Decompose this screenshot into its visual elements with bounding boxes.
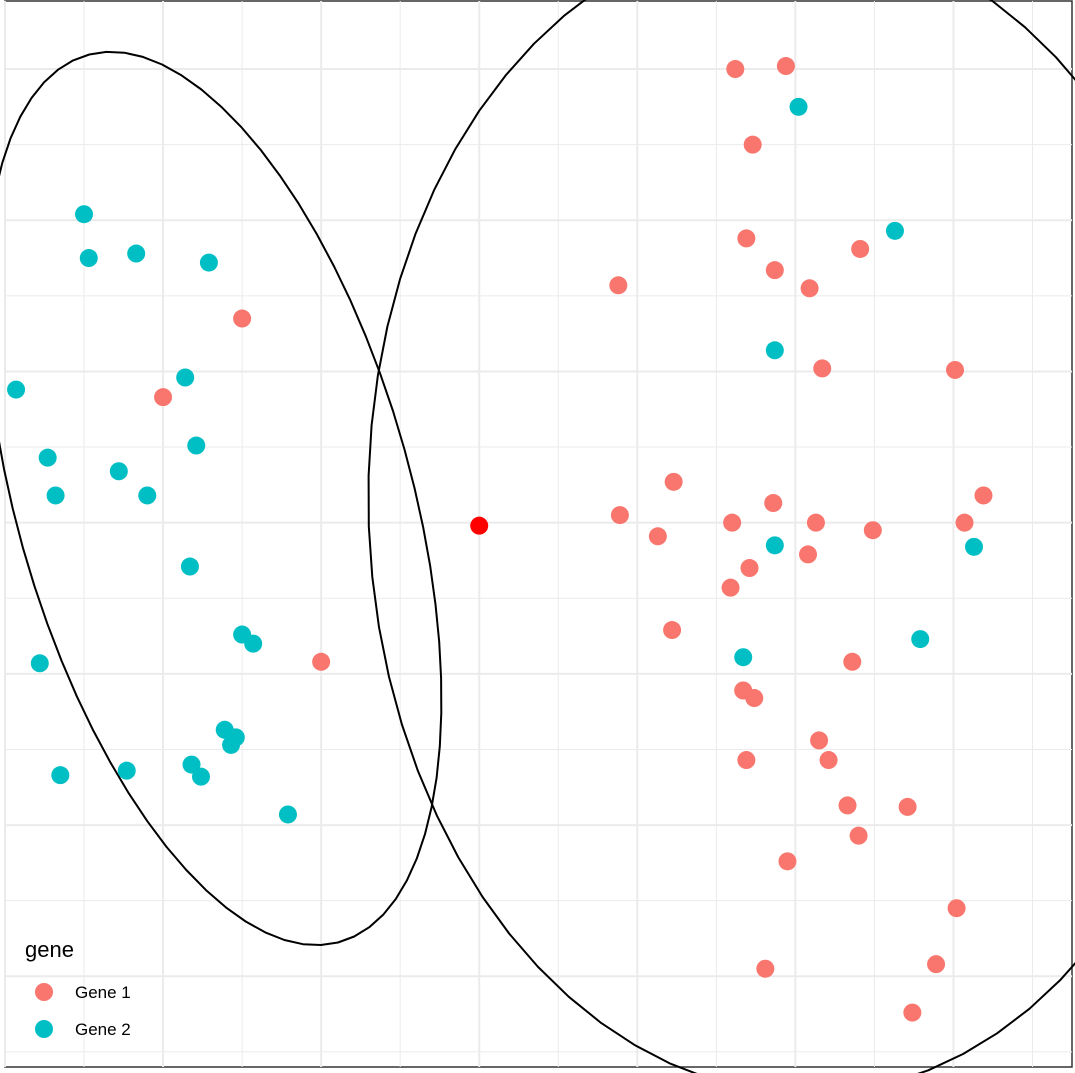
point-gene-2 — [75, 205, 94, 224]
point-gene-1 — [737, 229, 756, 248]
point-gene-1 — [776, 57, 795, 76]
point-gene-1 — [610, 506, 629, 525]
point-gene-2 — [734, 648, 753, 667]
center-point — [470, 516, 489, 535]
point-gene-2 — [7, 380, 26, 399]
point-gene-2 — [765, 341, 784, 360]
plot-panel — [4, 0, 1073, 1068]
point-gene-1 — [743, 135, 762, 154]
point-gene-1 — [764, 494, 783, 513]
point-gene-1 — [726, 60, 745, 79]
point-gene-1 — [740, 559, 759, 578]
point-gene-2 — [182, 755, 201, 774]
point-gene-2 — [51, 766, 70, 785]
data-points — [7, 57, 993, 1022]
point-gene-1 — [927, 955, 946, 974]
point-gene-2 — [964, 537, 983, 556]
point-gene-2 — [244, 634, 263, 653]
point-gene-1 — [946, 360, 965, 379]
point-gene-2 — [885, 221, 904, 240]
ellipse-1 — [0, 50, 443, 946]
point-gene-1 — [838, 796, 857, 815]
point-gene-1 — [843, 652, 862, 671]
point-gene-1 — [799, 545, 818, 564]
point-gene-1 — [723, 513, 742, 532]
legend-title: gene — [25, 937, 74, 962]
point-gene-2 — [278, 805, 297, 824]
point-gene-2 — [79, 249, 98, 268]
point-gene-2 — [192, 767, 211, 786]
point-gene-1 — [609, 276, 628, 295]
point-gene-1 — [863, 521, 882, 540]
legend-label-gene-1: Gene 1 — [75, 983, 131, 1002]
point-gene-1 — [154, 388, 173, 407]
point-gene-2 — [911, 630, 930, 649]
point-gene-2 — [180, 557, 199, 576]
point-gene-1 — [903, 1003, 922, 1022]
point-gene-2 — [30, 654, 49, 673]
legend: gene Gene 1 Gene 2 — [25, 937, 131, 1039]
point-gene-2 — [46, 486, 65, 505]
point-gene-1 — [813, 359, 832, 378]
point-gene-1 — [819, 751, 838, 770]
point-gene-1 — [648, 527, 667, 546]
point-gene-1 — [663, 621, 682, 640]
point-gene-1 — [664, 472, 683, 491]
point-gene-2 — [765, 536, 784, 555]
legend-key-gene-2 — [35, 1020, 53, 1038]
point-gene-2 — [117, 761, 136, 780]
point-gene-1 — [737, 751, 756, 770]
point-gene-2 — [789, 97, 808, 116]
point-gene-1 — [947, 899, 966, 918]
point-gene-2 — [187, 436, 206, 455]
point-gene-1 — [745, 689, 764, 708]
point-gene-2 — [222, 735, 241, 754]
point-gene-2 — [109, 462, 128, 481]
point-gene-1 — [721, 578, 740, 597]
point-gene-1 — [233, 309, 252, 328]
point-gene-2 — [138, 486, 157, 505]
point-gene-1 — [756, 959, 775, 978]
point-gene-2 — [199, 253, 218, 272]
point-gene-2 — [176, 368, 195, 387]
ellipse-2 — [367, 0, 1075, 1073]
point-gene-1 — [800, 279, 819, 298]
point-gene-1 — [810, 731, 829, 750]
legend-key-gene-1 — [35, 983, 53, 1001]
point-gene-1 — [806, 513, 825, 532]
point-gene-1 — [898, 797, 917, 816]
point-gene-1 — [778, 852, 797, 871]
point-gene-1 — [851, 239, 870, 258]
point-gene-1 — [955, 513, 974, 532]
point-gene-2 — [38, 448, 57, 467]
point-gene-1 — [765, 261, 784, 280]
point-gene-1 — [312, 652, 331, 671]
point-gene-2 — [127, 244, 146, 263]
grid-lines — [4, 1, 1072, 1067]
point-gene-1 — [974, 486, 993, 505]
point-gene-1 — [849, 826, 868, 845]
legend-label-gene-2: Gene 2 — [75, 1020, 131, 1039]
